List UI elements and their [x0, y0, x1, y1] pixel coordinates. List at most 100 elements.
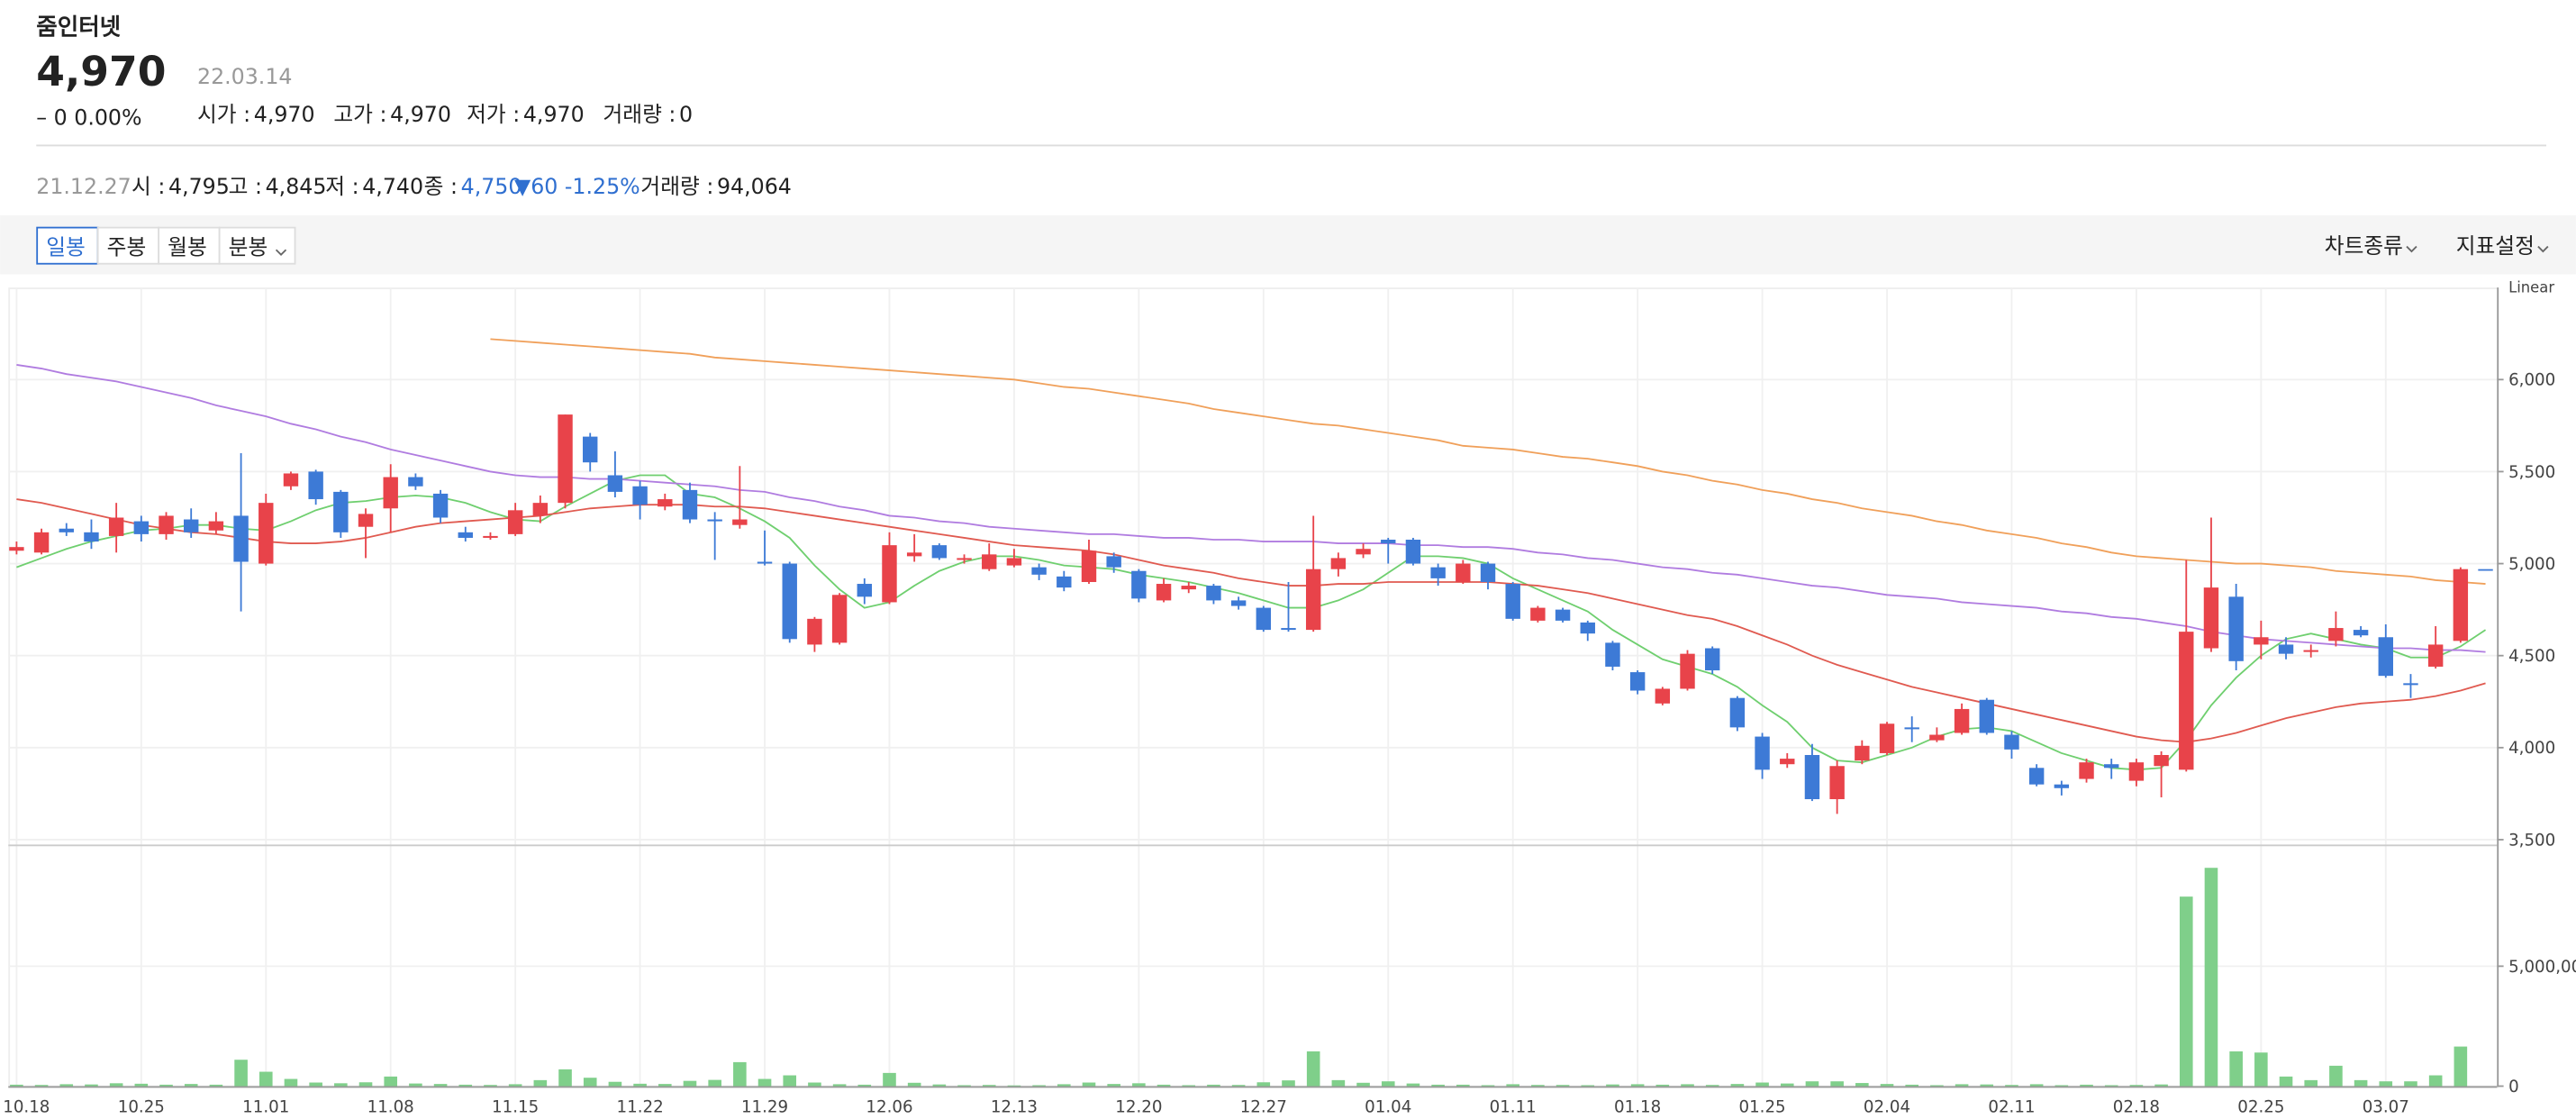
period-label[interactable]: 월봉 — [168, 235, 207, 260]
x-tick-label: 12.27 — [1240, 1098, 1287, 1117]
volume-bar — [1057, 1084, 1071, 1087]
candle-body — [358, 514, 374, 527]
info-volume-value: 94,064 — [717, 174, 792, 199]
stat: 거래량 :0 — [603, 102, 693, 127]
volume-bar — [1207, 1084, 1220, 1087]
volume-bar — [85, 1084, 98, 1087]
price-date: 22.03.14 — [197, 64, 292, 89]
stat-label: 고가 : — [333, 102, 386, 127]
candle-body — [159, 515, 174, 534]
y-tick-label: 5,000 — [2508, 555, 2555, 574]
candle-body — [1629, 672, 1646, 691]
volume-bar — [2029, 1084, 2044, 1087]
period-label[interactable]: 주봉 — [107, 235, 147, 260]
candle-body — [308, 471, 323, 500]
candle-body — [1181, 586, 1196, 590]
stock-name: 줌인터넷 — [36, 14, 121, 41]
volume-bar — [1655, 1084, 1670, 1087]
candle-body — [2004, 734, 2019, 750]
period-label[interactable]: 분봉 — [229, 235, 268, 260]
volume-bar — [1182, 1085, 1196, 1087]
volume-bar — [608, 1081, 622, 1087]
candle-body — [682, 489, 698, 520]
volume-bar — [2179, 896, 2193, 1087]
plot: 10.18 10.25 11.01 11.08 11.15 11.22 11.29 12.06… — [3, 279, 2576, 1117]
y-tick-label: 4,000 — [2508, 739, 2555, 758]
info-volume-label: 거래량 : — [640, 174, 713, 199]
volume-bar — [1156, 1084, 1171, 1087]
period-button[interactable] — [96, 226, 160, 265]
candle-body — [483, 535, 498, 538]
stat-value: 4,970 — [254, 102, 315, 127]
y-tick-label: 5,500 — [2508, 463, 2555, 482]
header: 줌인터넷 4,970 22.03.14 – 0 0.00% 시가 :4,970 고… — [36, 14, 2547, 199]
chevron — [275, 249, 287, 256]
volume-bar — [59, 1084, 74, 1087]
chevron — [2537, 245, 2549, 253]
candle-body — [1879, 723, 1895, 753]
candle-body — [1006, 558, 1022, 566]
candle-body — [632, 486, 648, 505]
candle-body — [2254, 637, 2269, 645]
x-tick-label: 11.15 — [492, 1098, 539, 1117]
period-button[interactable] — [158, 226, 221, 265]
volume-bar — [284, 1078, 298, 1087]
candle-body — [208, 521, 224, 531]
candle-body — [1929, 734, 1945, 741]
volume-bar — [1681, 1084, 1694, 1087]
volume-bar — [783, 1075, 797, 1087]
volume-bar — [1007, 1085, 1021, 1087]
candle-body — [283, 473, 299, 487]
info-item: 저 :4,740 — [325, 174, 423, 199]
candle-body — [432, 493, 449, 518]
candle-body — [1480, 563, 1496, 582]
candle-body — [133, 521, 150, 534]
menu-label[interactable]: 지표설정 — [2456, 233, 2535, 259]
volume-bar — [2329, 1065, 2343, 1087]
x-tick-label: 10.25 — [118, 1098, 165, 1117]
info-value: 4,845 — [266, 174, 327, 199]
x-tick-label: 01.18 — [1614, 1098, 1661, 1117]
volume-bar — [134, 1083, 149, 1087]
x-tick-label: 11.01 — [242, 1098, 289, 1117]
period-label[interactable]: 일봉 — [46, 235, 86, 260]
volume-bar — [34, 1085, 49, 1087]
volume-bar — [1705, 1085, 1719, 1087]
info-value: 4,795 — [168, 174, 230, 199]
period-button[interactable] — [218, 226, 296, 265]
candle-body — [1680, 653, 1695, 689]
candle-body — [33, 532, 50, 553]
x-tick-label: 12.20 — [1115, 1098, 1162, 1117]
menu-label[interactable]: 차트종류 — [2325, 233, 2403, 259]
candle-body — [458, 532, 473, 538]
candle-body — [1430, 567, 1446, 578]
x-tick-label: 02.11 — [1988, 1098, 2035, 1117]
volume-bar — [1930, 1085, 1944, 1087]
volume-bar — [658, 1084, 672, 1087]
candle-body — [1156, 584, 1172, 601]
candle-body — [882, 545, 897, 603]
candle-body — [807, 618, 822, 645]
x-tick-label: 11.29 — [741, 1098, 788, 1117]
candle-body — [2353, 630, 2369, 636]
candle-body — [782, 563, 797, 640]
volume-bar — [10, 1084, 23, 1087]
candle-body — [1755, 736, 1770, 770]
candle-body — [1555, 609, 1571, 621]
volume-bar — [708, 1079, 721, 1087]
volume-bar — [832, 1084, 847, 1087]
volume-bar — [2454, 1046, 2468, 1087]
x-tick-label: 03.07 — [2363, 1098, 2409, 1117]
volume-bar — [109, 1083, 123, 1087]
change: – 0 0.00% — [36, 105, 141, 131]
info-date: 21.12.27 — [36, 174, 131, 199]
volume-bar — [259, 1071, 273, 1087]
toolbar-buttons: 일봉 주봉 월봉 분봉 차트종류 지표설정 — [36, 226, 2549, 265]
candle-body — [233, 515, 249, 562]
volume-bar — [309, 1082, 322, 1087]
volume-bar — [982, 1085, 996, 1087]
volume-bar — [1905, 1084, 1919, 1087]
candle-body — [1829, 766, 1845, 800]
